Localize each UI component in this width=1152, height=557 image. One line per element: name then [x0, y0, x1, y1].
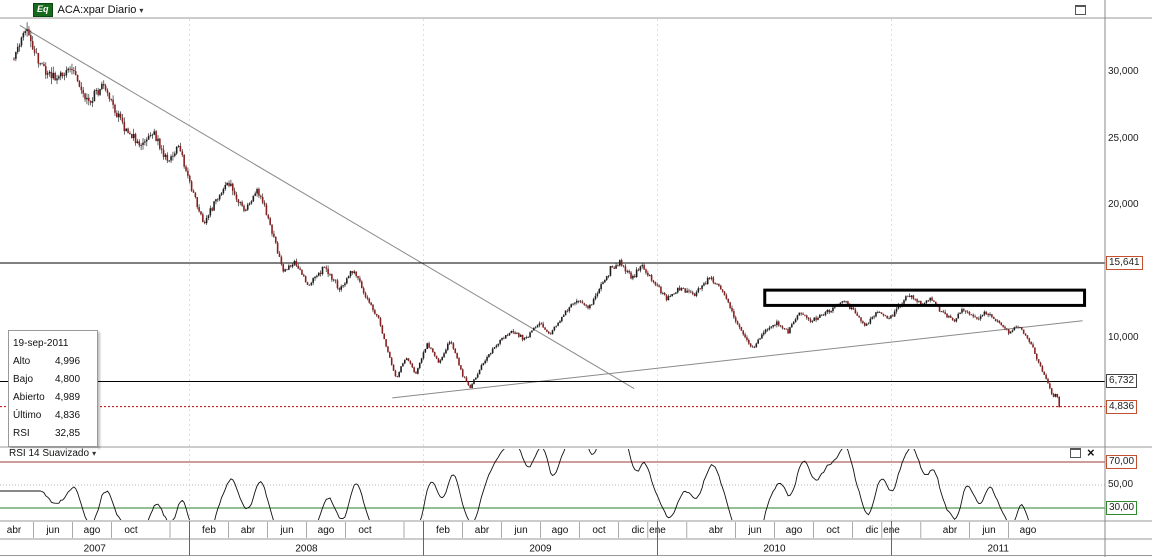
x-axis-month-label: ago [552, 525, 569, 536]
quote-value: 32,85 [55, 427, 81, 439]
quote-row-rsi: RSI 32,85 [13, 424, 93, 442]
x-axis-month-label: ago [786, 525, 803, 536]
window-icon [1070, 448, 1081, 458]
price-axis-label[interactable]: 15,641 [1106, 255, 1143, 270]
rsi-restore-button[interactable] [1070, 448, 1081, 458]
quote-info-box: 19-sep-2011 Alto 4,996 Bajo 4,800 Abierto 4… [8, 330, 98, 447]
chevron-down-icon: ▾ [92, 449, 97, 458]
x-axis-year-label: 2008 [295, 544, 318, 555]
quote-label: Último [13, 409, 42, 421]
x-axis-month-label: abr [943, 525, 958, 536]
x-axis-month-label: jun [45, 525, 59, 536]
trendline[interactable] [392, 320, 1083, 399]
window-icon [1075, 5, 1086, 15]
x-axis-month-label: dic [632, 525, 645, 536]
quote-row-abierto: Abierto 4,989 [13, 388, 93, 406]
price-axis-label: 30,000 [1106, 66, 1141, 78]
x-axis-month-label: feb [202, 525, 216, 536]
x-axis-month-label: oct [358, 525, 372, 536]
rsi-axis-label[interactable]: 70,00 [1106, 455, 1138, 469]
x-axis-month-label: dic [866, 525, 879, 536]
x-axis-month-label: ago [1020, 525, 1037, 536]
rsi-indicator-selector[interactable]: RSI 14 Suavizado ▾ [7, 448, 99, 459]
x-axis-year-label: 2007 [84, 544, 107, 555]
quote-value: 4,989 [55, 391, 81, 403]
quote-row-alto: Alto 4,996 [13, 352, 93, 370]
x-axis-month-label: oct [826, 525, 840, 536]
rsi-line [0, 449, 1029, 520]
rsi-panel-buttons: × [1070, 445, 1095, 460]
x-axis-month-label: ago [318, 525, 335, 536]
rsi-title: RSI 14 Suavizado [9, 448, 90, 459]
x-axis-year-label: 2009 [529, 544, 552, 555]
candlestick-series [13, 22, 1060, 408]
maximize-button[interactable] [1075, 5, 1086, 15]
symbol-selector[interactable]: ACA:xpar Diario ▾ [58, 4, 144, 16]
trendline[interactable] [19, 25, 635, 389]
quote-label: Bajo [13, 373, 34, 385]
x-axis-month-label: feb [436, 525, 450, 536]
price-axis[interactable]: 30,000 25,000 20,000 15,641 10,000 6,732 4,836… [1106, 0, 1152, 557]
x-axis-month-label: jun [747, 525, 761, 536]
equity-type-badge: Eq [33, 3, 53, 17]
x-axis-month-label: abr [475, 525, 490, 536]
x-axis-month-label: jun [513, 525, 527, 536]
quote-label: Abierto [13, 391, 45, 403]
x-axis-month-label: abr [241, 525, 256, 536]
quote-label: Alto [13, 355, 31, 367]
x-axis-month-label: oct [592, 525, 606, 536]
quote-label: RSI [13, 427, 30, 439]
price-axis-label: 10,000 [1106, 332, 1141, 344]
price-axis-label[interactable]: 6,732 [1106, 374, 1138, 389]
x-axis-year-label: 2011 [987, 544, 1009, 555]
quote-value: 4,800 [55, 373, 81, 385]
price-axis-label: 20,000 [1106, 199, 1141, 211]
quote-value: 4,836 [55, 409, 81, 421]
symbol-label: ACA:xpar Diario [57, 4, 137, 16]
price-axis-label: 25,000 [1106, 132, 1141, 145]
x-axis-month-label: jun [279, 525, 293, 536]
chart-header: Eq ACA:xpar Diario ▾ [33, 3, 143, 17]
rsi-axis-label: 50,00 [1106, 479, 1136, 491]
x-axis-month-label: oct [124, 525, 138, 536]
x-axis-month-label: abr [7, 525, 22, 536]
rectangle-annotation[interactable] [763, 288, 1087, 307]
rsi-axis-label[interactable]: 30,00 [1106, 501, 1138, 515]
quote-row-bajo: Bajo 4,800 [13, 370, 93, 388]
x-axis-month-label: jun [981, 525, 995, 536]
quote-date: 19-sep-2011 [13, 338, 69, 349]
rsi-close-button[interactable]: × [1087, 445, 1095, 460]
x-axis-month-label: abr [709, 525, 724, 536]
price-axis-label[interactable]: 4,836 [1106, 399, 1138, 414]
x-axis-year-label: 2010 [763, 544, 786, 555]
quote-row-ultimo: Último 4,836 [13, 406, 93, 424]
quote-value: 4,996 [55, 355, 81, 367]
x-axis-month-label: ago [84, 525, 101, 536]
chevron-down-icon: ▾ [139, 5, 144, 15]
